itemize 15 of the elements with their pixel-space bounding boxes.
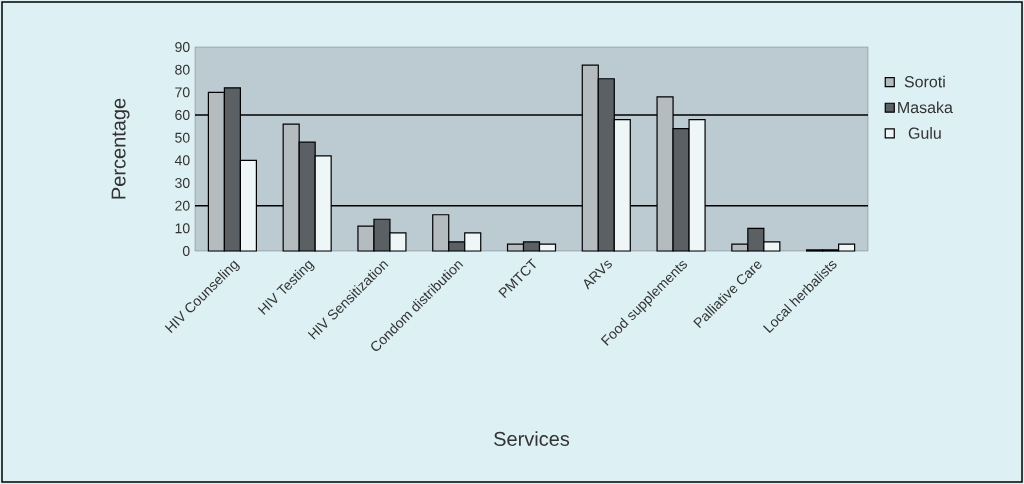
legend-label: Gulu (908, 127, 941, 139)
y-tick-label: 90 (175, 42, 190, 52)
y-tick-label: 80 (175, 64, 190, 75)
y-tick-label: 0 (182, 246, 190, 256)
legend-label: Masaka (898, 101, 953, 114)
y-tick-label: 20 (175, 200, 190, 211)
x-axis-title: Services (494, 431, 570, 446)
y-tick-label: 10 (175, 223, 190, 234)
legend-label: Soroti (904, 75, 945, 88)
y-tick-label: 70 (175, 87, 190, 98)
y-tick-label: 60 (175, 110, 190, 120)
y-tick-label: 50 (175, 132, 190, 143)
y-tick-label: 30 (175, 178, 190, 188)
y-axis-title: Percentage (111, 98, 130, 199)
y-tick-label: 40 (174, 155, 190, 166)
